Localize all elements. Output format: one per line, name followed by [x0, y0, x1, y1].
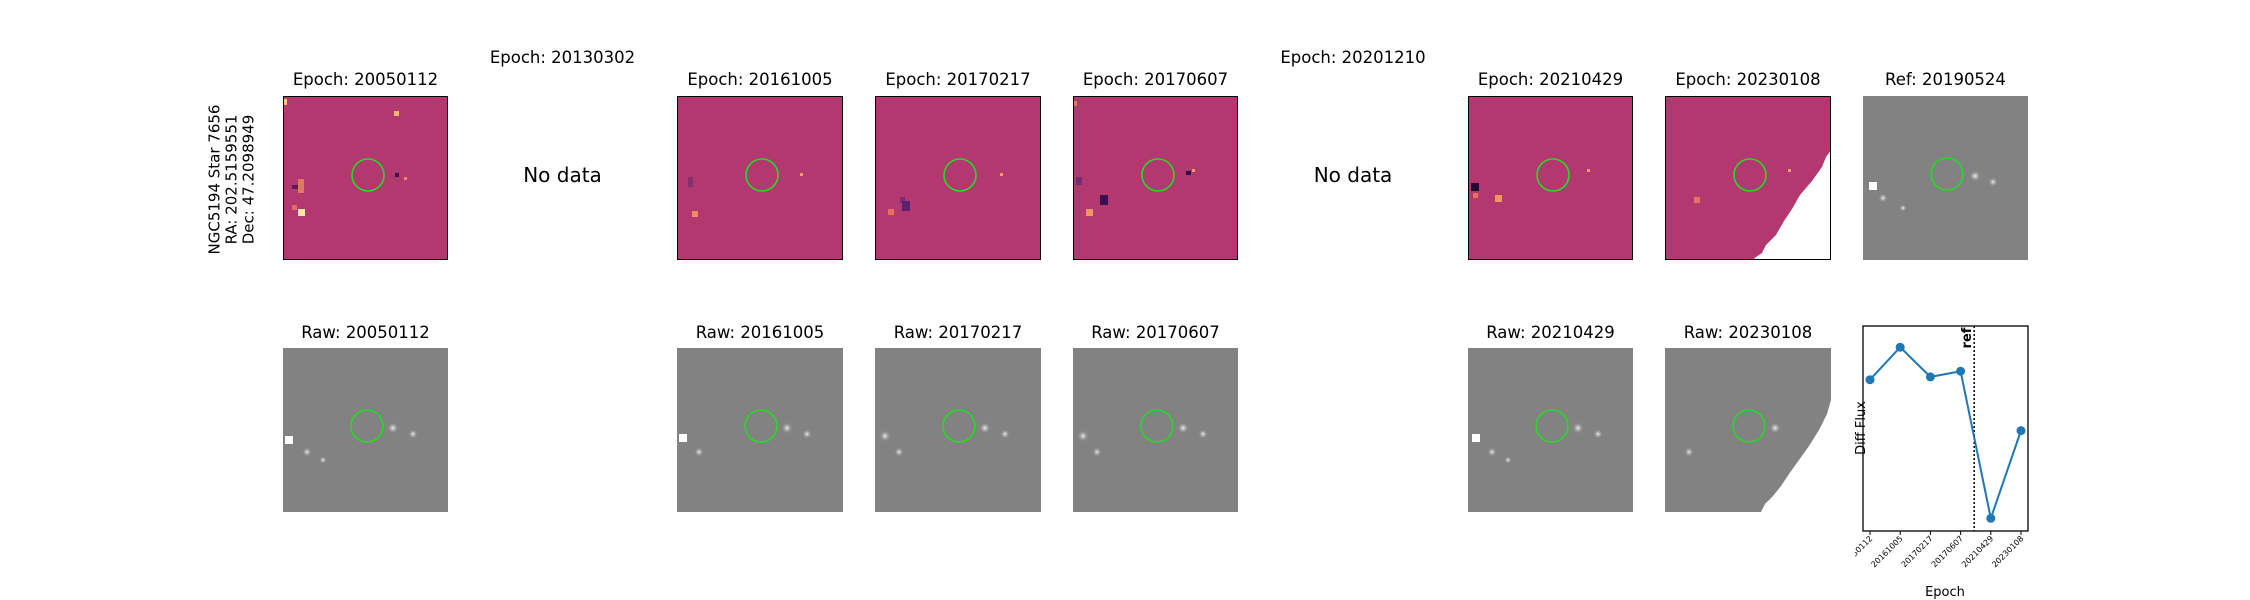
- no-data-20130302: No data: [523, 163, 602, 187]
- raw-image-20050112: [283, 348, 448, 512]
- diff-title-20161005: Epoch: 20161005: [687, 70, 833, 89]
- diff-title-20230108: Epoch: 20230108: [1675, 70, 1821, 89]
- raw-title-20230108: Raw: 20230108: [1683, 323, 1813, 342]
- diff-title-20050112: Epoch: 20050112: [292, 70, 439, 89]
- raw-title-20170217: Raw: 20170217: [893, 323, 1023, 342]
- diff-title-20201210: Epoch: 20201210: [1280, 48, 1426, 67]
- ref-label: ref: [1960, 327, 1975, 348]
- series-line: [1869, 345, 2022, 523]
- data-point-20230108: [2016, 426, 2026, 436]
- raw-image-20170607: [1073, 348, 1238, 512]
- raw-title-20210429: Raw: 20210429: [1486, 323, 1615, 342]
- raw-image-20210429: [1468, 348, 1633, 512]
- x-tick-label-20170607: 20170607: [1930, 534, 1965, 569]
- star-dec: Dec: 47.2098949: [239, 114, 258, 245]
- diff-image-20230108: [1665, 96, 1831, 260]
- no-data-20201210: No data: [1313, 163, 1393, 187]
- diff-image-20050112: [283, 96, 448, 260]
- diff-image-20170607: [1073, 96, 1238, 260]
- x-tick-label-20170217: 20170217: [1900, 534, 1935, 569]
- data-point-20050112: [1865, 375, 1875, 385]
- diff-image-20170217: [875, 96, 1041, 260]
- raw-image-20170217: [875, 348, 1041, 512]
- x-axis-label: Epoch: [1925, 585, 1965, 600]
- diff-title-20170607: Epoch: 20170607: [1082, 70, 1229, 89]
- x-tick-label-20161005: 20161005: [1869, 534, 1904, 569]
- diff-title-20170217: Epoch: 20170217: [885, 70, 1031, 89]
- star-ra: RA: 202.5159551: [222, 114, 241, 245]
- diff-title-20210429: Epoch: 20210429: [1477, 70, 1624, 89]
- raw-title-20161005: Raw: 20161005: [695, 323, 825, 342]
- diff-image-20210429: [1468, 96, 1633, 260]
- star-name: NGC5194 Star 7656: [205, 104, 224, 255]
- data-point-20210429: [1986, 513, 1996, 523]
- star-info-label: NGC5194 Star 7656 RA: 202.5159551 Dec: 4…: [205, 90, 262, 270]
- plot-frame: [1862, 325, 2029, 532]
- x-tick-label-20210429: 20210429: [1960, 534, 1995, 569]
- raw-image-20230108: [1665, 348, 1831, 512]
- x-tick-label-20230108: 20230108: [1990, 534, 2025, 569]
- raw-title-20050112: Raw: 20050112: [301, 323, 430, 342]
- data-point-20161005: [1895, 342, 1905, 352]
- ref-image: [1863, 96, 2028, 260]
- data-point-20170607: [1956, 366, 1966, 376]
- ref-title: Ref: 20190524: [1885, 70, 2006, 89]
- raw-image-20161005: [677, 348, 843, 512]
- data-point-20170217: [1925, 372, 1935, 382]
- diff-image-20161005: [677, 96, 843, 260]
- diff-title-20130302: Epoch: 20130302: [489, 48, 636, 67]
- y-axis-label: Diff Flux: [1855, 401, 1869, 455]
- raw-title-20170607: Raw: 20170607: [1091, 323, 1220, 342]
- light-curve-chart: ref 20050112 20161005 20170217 20170607 2021…: [1855, 318, 2055, 600]
